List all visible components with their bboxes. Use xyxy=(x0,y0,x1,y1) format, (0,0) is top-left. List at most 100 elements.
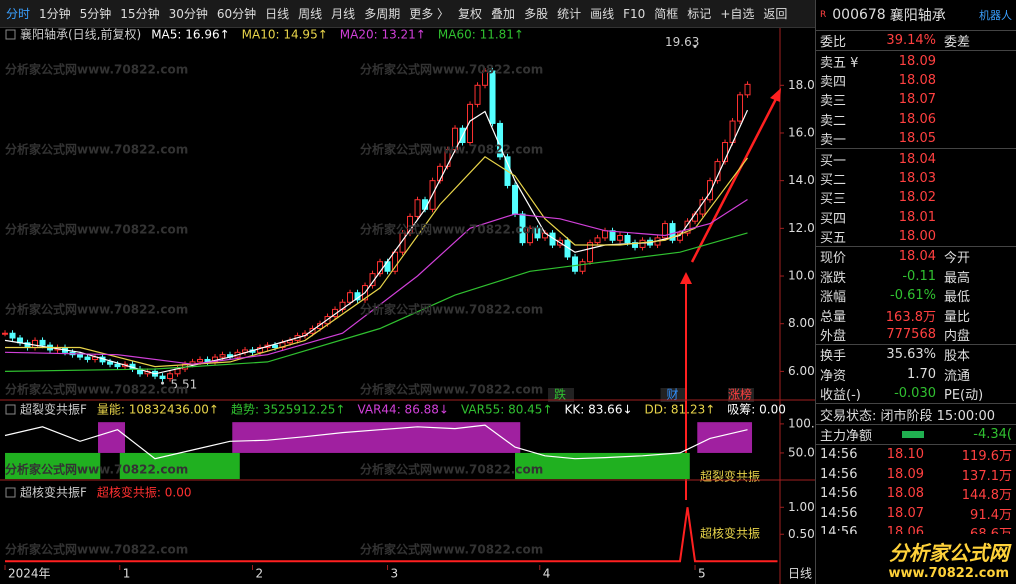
signal-zone xyxy=(697,422,753,453)
toolbar-tab[interactable]: 多周期 xyxy=(364,7,401,21)
candle xyxy=(9,332,16,339)
order-label: 买三 xyxy=(820,192,847,208)
watermark: 分析家公式网www.70822.com xyxy=(5,542,188,557)
series-line xyxy=(4,198,748,365)
toolbar-tab[interactable]: 分时 xyxy=(6,7,31,21)
trade-time: 14:56 xyxy=(820,466,858,482)
candle xyxy=(587,242,594,263)
badge: R xyxy=(820,10,827,20)
net-row: 主力净额 -4.34( xyxy=(816,423,1016,444)
annotation-point xyxy=(161,381,165,385)
stat-label2: 内盘 xyxy=(944,329,971,345)
candle xyxy=(482,70,489,86)
net-bar xyxy=(902,431,925,438)
signal-arrow-head xyxy=(680,272,692,284)
panel-header-value: MA10: 14.95↑ xyxy=(242,28,328,42)
order-label: 卖一 xyxy=(820,133,847,149)
trade-volume: 144.8万 xyxy=(961,488,1012,504)
trade-price: 18.09 xyxy=(886,466,924,482)
toolbar-tab[interactable]: 5分钟 xyxy=(79,7,112,21)
toolbar-tab[interactable]: 复权 xyxy=(458,7,483,21)
event-tag: 财 xyxy=(667,388,679,402)
toolbar-tab[interactable]: 返回 xyxy=(763,7,788,21)
watermark: 分析家公式网www.70822.com xyxy=(360,142,543,157)
event-tag-bg xyxy=(728,388,755,402)
logo: 分析家公式网 www.70822.com xyxy=(816,534,1016,584)
stat-value: 777568 xyxy=(886,327,936,343)
stock-code: 000678 xyxy=(832,7,886,23)
y-tick-label: 10.00 xyxy=(788,269,815,283)
candle xyxy=(692,213,699,222)
order-label: 买五 xyxy=(820,231,847,247)
panel-title: 襄阳轴承(日线,前复权) xyxy=(20,27,141,42)
candle xyxy=(512,184,519,215)
stat-label: 涨幅 xyxy=(820,290,847,306)
toolbar-tab[interactable]: 统计 xyxy=(557,7,582,21)
panel-header-value: VAR55: 80.45↑ xyxy=(461,403,553,417)
toolbar-tab[interactable]: 周线 xyxy=(298,7,323,21)
order-price: 18.01 xyxy=(898,209,936,225)
stat-row: 收益(-) -0.030 PE(动) xyxy=(816,384,1016,403)
toolbar-tab[interactable]: 15分钟 xyxy=(120,7,160,21)
toolbar-tab[interactable]: 60分钟 xyxy=(216,7,257,21)
panel-header-value: 趋势: 3525912.25↑ xyxy=(231,403,345,417)
candle xyxy=(114,363,121,368)
candle xyxy=(617,234,624,241)
candle xyxy=(744,83,751,96)
candle xyxy=(707,180,714,201)
toolbar-tab[interactable]: 叠加 xyxy=(491,7,516,21)
candle xyxy=(669,223,676,241)
candle xyxy=(159,375,166,380)
toolbar-tab[interactable]: 日线 xyxy=(265,7,290,21)
toolbar-tab[interactable]: +自选 xyxy=(720,7,755,21)
y-tick-label: 0.50 xyxy=(788,527,815,541)
stat-row: 涨幅 -0.61% 最低 xyxy=(816,286,1016,305)
panel-icon xyxy=(5,29,16,40)
panel-header-value: MA5: 16.96↑ xyxy=(151,28,229,42)
event-tag: 涨榜 xyxy=(728,387,752,402)
toolbar-tab[interactable]: 画线 xyxy=(590,7,615,21)
event-tag: 跌 xyxy=(554,387,566,402)
candle xyxy=(474,84,481,105)
trade-time: 14:56 xyxy=(820,486,858,502)
stat-label2: 量比 xyxy=(944,309,971,325)
chart-area: 6.00 8.00 10.00 12.00 14.00 16.00 18.00 襄阳轴承(日线… xyxy=(0,27,815,584)
stat-value: 18.04 xyxy=(898,249,936,265)
trade-volume: 137.1万 xyxy=(961,468,1012,484)
x-tick-label: 2 xyxy=(256,567,264,581)
toolbar-tab[interactable]: 标记 xyxy=(687,7,712,21)
stat-row: 净资 1.70 流通 xyxy=(816,365,1016,384)
candle xyxy=(594,237,601,244)
order-label: 买二 xyxy=(820,172,847,188)
stat-label: 涨跌 xyxy=(820,270,847,286)
order-price: 18.05 xyxy=(898,131,936,147)
order-price: 18.09 xyxy=(898,53,936,69)
toolbar-tab[interactable]: 多股 xyxy=(524,7,549,21)
candle xyxy=(219,354,226,358)
candle xyxy=(534,227,541,239)
stat-label2: 今开 xyxy=(944,251,971,267)
candle xyxy=(2,332,9,335)
x-tick-label: 5 xyxy=(698,567,706,581)
toolbar-tab[interactable]: 30分钟 xyxy=(168,7,208,21)
order-label: 卖四 xyxy=(820,74,847,90)
toolbar-tab[interactable]: F10 xyxy=(623,6,646,21)
toolbar-tab[interactable]: 月线 xyxy=(331,7,356,21)
stat-label: 净资 xyxy=(820,368,847,384)
candle xyxy=(279,342,286,349)
panel-header-value: MA20: 13.21↑ xyxy=(340,28,426,42)
stat-value: 163.8万 xyxy=(885,309,936,325)
watermark: 分析家公式网www.70822.com xyxy=(5,382,188,397)
order-row: 卖三 18.07 xyxy=(816,90,1016,109)
series-line xyxy=(4,232,748,372)
candle xyxy=(519,213,526,244)
toolbar-tab[interactable]: 1分钟 xyxy=(39,7,71,21)
toolbar-tab[interactable]: 简框 xyxy=(654,7,679,21)
trade-time: 14:56 xyxy=(820,447,858,463)
order-label: 买四 xyxy=(820,211,847,227)
watermark: 分析家公式网www.70822.com xyxy=(5,62,188,77)
candle xyxy=(527,227,534,244)
toolbar-tab[interactable]: 更多 〉 xyxy=(409,7,450,21)
candle xyxy=(347,292,354,303)
quote-title: R 000678 襄阳轴承 机器人 xyxy=(816,0,1016,30)
